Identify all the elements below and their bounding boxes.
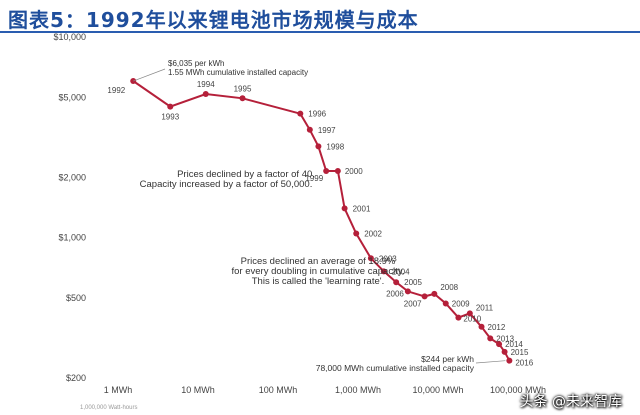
data-point [306, 126, 313, 133]
data-point [487, 335, 494, 342]
point-year-label: 2007 [404, 299, 422, 308]
point-year-label: 2016 [515, 359, 533, 368]
point-year-label: 2008 [440, 283, 458, 292]
data-point [404, 288, 411, 295]
y-tick-label: $500 [66, 293, 86, 303]
x-tick-label: 10 MWh [181, 385, 215, 395]
point-year-label: 2006 [386, 289, 404, 298]
data-point [478, 323, 485, 330]
data-point [496, 341, 503, 348]
data-point [315, 143, 322, 150]
end-price-annotation: $244 per kWh [421, 354, 474, 364]
x-tick-label: 100 MWh [259, 385, 298, 395]
point-year-label: 1997 [318, 126, 336, 135]
data-point [202, 91, 209, 98]
decline-annotation-line1: Prices declined by a factor of 40. [177, 169, 315, 180]
x-tick-label: 10,000 MWh [412, 385, 463, 395]
decline-annotation-line2: Capacity increased by a factor of 50,000… [140, 179, 313, 190]
point-year-label: 1992 [107, 86, 125, 95]
point-year-label: 2003 [379, 254, 397, 263]
data-point [455, 314, 462, 321]
start-annotation-connector [133, 68, 166, 82]
point-year-label: 1993 [161, 113, 179, 122]
y-tick-label: $5,000 [58, 92, 86, 102]
point-year-label: 2004 [392, 267, 410, 276]
point-year-label: 1994 [197, 80, 215, 89]
data-point [341, 205, 348, 212]
data-point [297, 110, 304, 117]
point-year-label: 1999 [305, 174, 323, 183]
end-annotation-connector [475, 360, 506, 364]
point-year-label: 2012 [488, 323, 506, 332]
point-year-label: 2002 [364, 229, 382, 238]
data-point [380, 268, 387, 275]
point-year-label: 2014 [505, 340, 523, 349]
data-point [393, 279, 400, 286]
point-year-label: 2005 [404, 278, 422, 287]
y-tick-label: $1,000 [58, 233, 86, 243]
point-year-label: 1996 [308, 110, 326, 119]
point-year-label: 2011 [476, 303, 494, 312]
page-title: 图表5：1992年以来锂电池市场规模与成本 [8, 8, 419, 32]
x-tick-label: 1 MWh [104, 385, 133, 395]
data-point [334, 167, 341, 174]
point-year-label: 2009 [452, 300, 470, 309]
x-axis-footnote: 1,000,000 Watt-hours [80, 405, 138, 411]
data-point [239, 95, 246, 102]
data-point [442, 300, 449, 307]
data-point [367, 255, 374, 262]
title-bar: 图表5：1992年以来锂电池市场规模与成本 [0, 0, 640, 34]
data-point [421, 293, 428, 300]
y-tick-label: $10,000 [53, 32, 86, 42]
point-year-label: 2015 [511, 348, 529, 357]
y-tick-label: $200 [66, 373, 86, 383]
start-price-annotation: $6,035 per kWh [168, 59, 224, 68]
point-year-label: 2013 [496, 334, 514, 343]
start-capacity-annotation: 1.55 MWh cumulative installed capacity [168, 68, 308, 77]
data-point [431, 290, 438, 297]
learning-annotation-line1: Prices declined an average of 18.9% [241, 256, 396, 267]
data-point [506, 357, 513, 364]
point-year-label: 2010 [463, 315, 481, 324]
point-year-label: 1998 [326, 142, 344, 151]
point-year-label: 1995 [234, 84, 252, 93]
series-line [132, 80, 511, 362]
x-tick-label: 100,000 MWh [490, 385, 546, 395]
watermark: 头条 @未来智库 [519, 394, 622, 410]
end-capacity-annotation: 78,000 MWh cumulative installed capacity [316, 363, 475, 373]
data-point [167, 103, 174, 110]
x-tick-label: 1,000 MWh [335, 385, 381, 395]
y-tick-label: $2,000 [58, 172, 86, 182]
point-year-label: 2001 [353, 204, 371, 213]
data-point [466, 310, 473, 317]
data-point [353, 230, 360, 237]
data-point [323, 167, 330, 174]
data-point [501, 348, 508, 355]
title-underline [0, 31, 640, 33]
point-year-label: 2000 [345, 167, 363, 176]
learning-annotation-line3: This is called the 'learning rate'. [252, 276, 384, 287]
learning-annotation-line2: for every doubling in cumulative capacit… [231, 266, 404, 277]
